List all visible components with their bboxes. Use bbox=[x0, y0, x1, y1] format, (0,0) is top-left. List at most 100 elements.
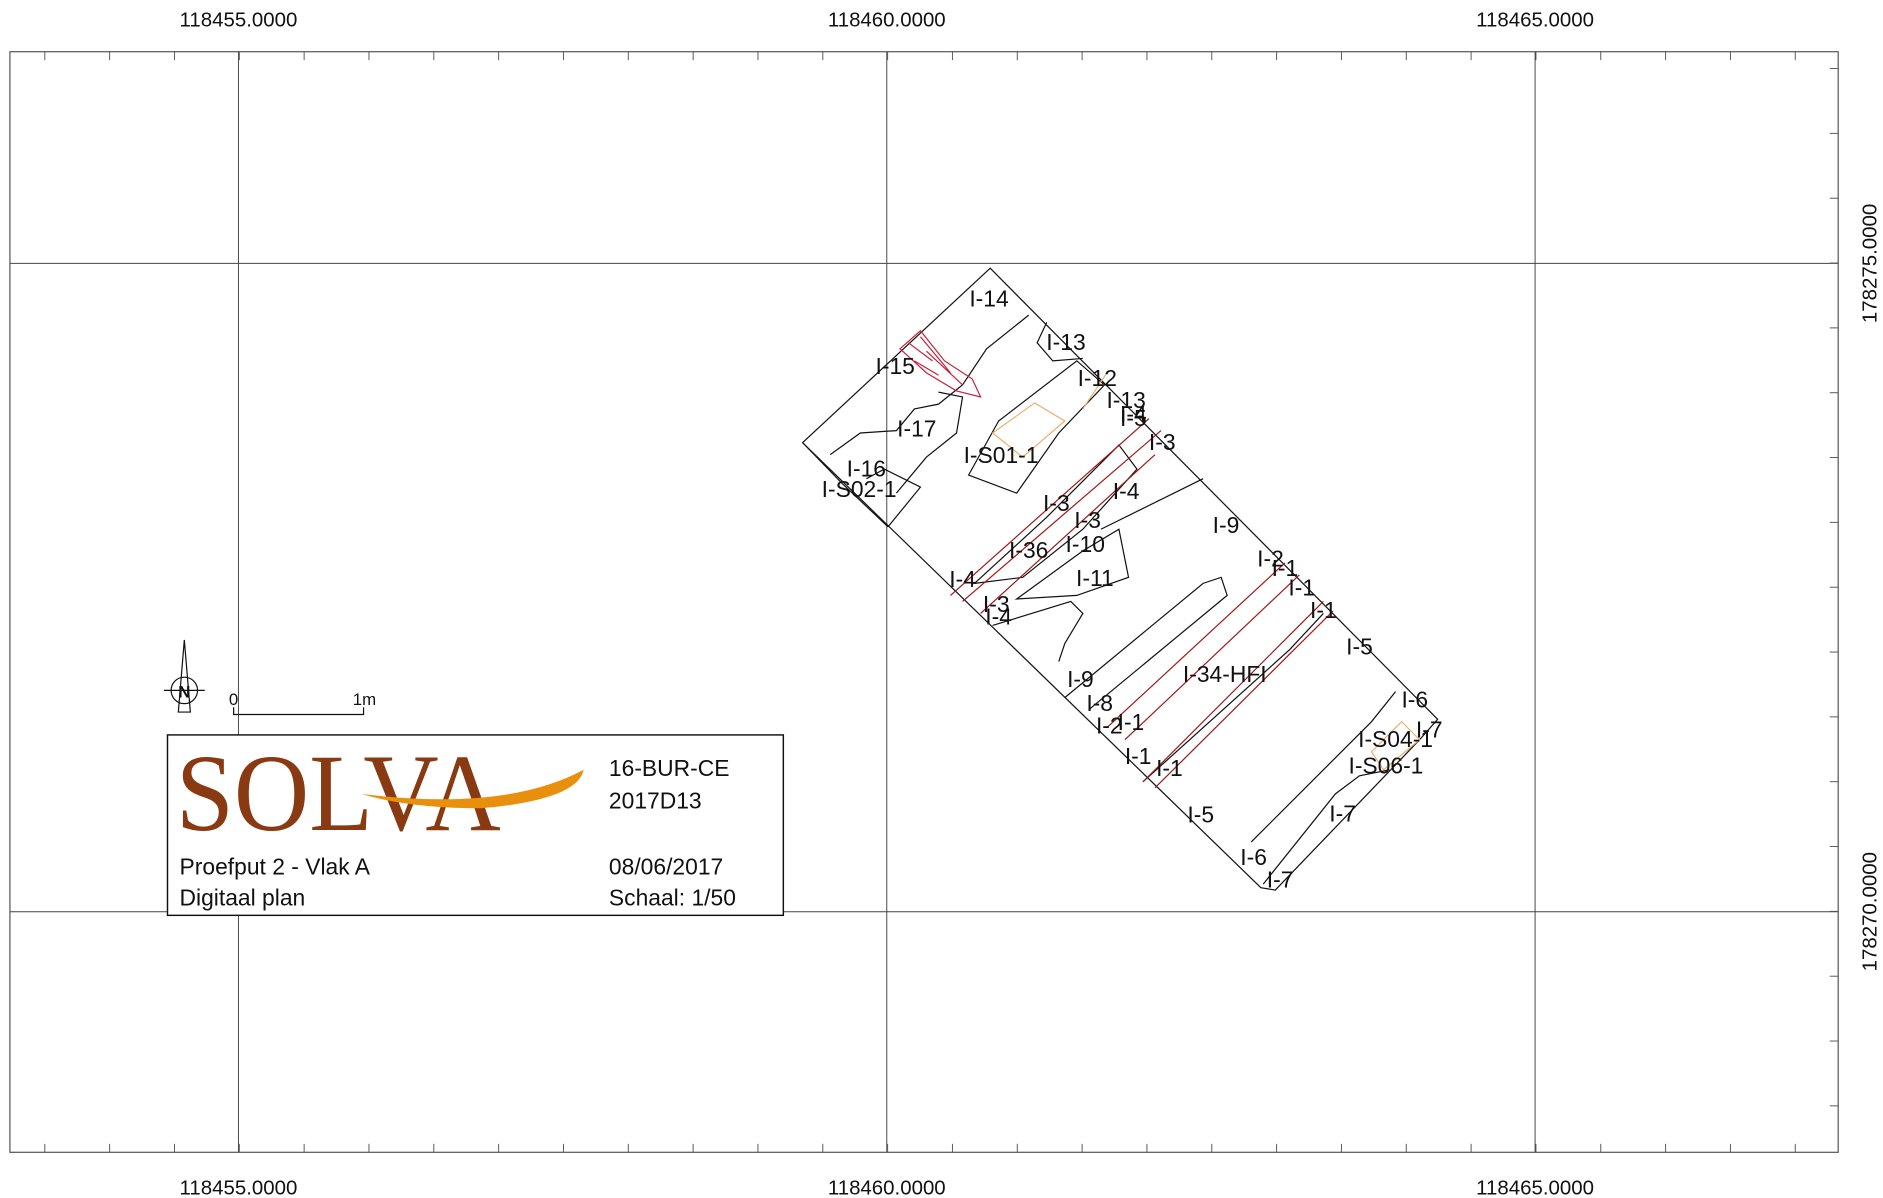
scale-bar: 0 1m bbox=[229, 690, 376, 716]
dossier-code: 2017D13 bbox=[609, 787, 702, 813]
north-label: N bbox=[178, 683, 190, 702]
feature-label: I-S02-1 bbox=[822, 476, 897, 502]
plan-subtitle: Digitaal plan bbox=[180, 885, 306, 911]
map-frame bbox=[9, 51, 1839, 1153]
feature-label: I-7 bbox=[1267, 867, 1294, 893]
plan-title: Proefput 2 - Vlak A bbox=[180, 853, 371, 879]
feature-outline bbox=[1142, 613, 1324, 783]
feature-outline bbox=[972, 444, 1138, 585]
x-coord-label: 118455.0000 bbox=[180, 8, 298, 31]
feature-label: I-16 bbox=[847, 455, 886, 481]
feature-label: I-1 bbox=[1272, 555, 1299, 581]
feature-outline bbox=[1036, 322, 1083, 362]
title-block-frame bbox=[166, 734, 785, 917]
scale-start: 0 bbox=[229, 690, 238, 709]
feature-outline bbox=[829, 314, 1030, 456]
feature-outline bbox=[1014, 528, 1130, 600]
feature-label: I-11 bbox=[1076, 565, 1114, 591]
north-arrow: N bbox=[163, 639, 205, 713]
feature-line bbox=[1082, 372, 1108, 410]
feature-line bbox=[950, 418, 1150, 596]
feature-outline bbox=[1064, 576, 1228, 711]
feature-line bbox=[1154, 610, 1334, 789]
feature-label: I-12 bbox=[1078, 365, 1117, 391]
x-coord-label: 118460.0000 bbox=[828, 1176, 946, 1198]
plan-scale: Schaal: 1/50 bbox=[609, 885, 736, 911]
x-coord-label: 118460.0000 bbox=[828, 8, 946, 31]
feature-outline bbox=[967, 360, 1106, 494]
logo-swoosh bbox=[361, 769, 584, 809]
hatching bbox=[908, 336, 963, 386]
feature-outline bbox=[866, 468, 922, 528]
x-coord-label: 118455.0000 bbox=[180, 1176, 298, 1198]
feature-label: I-36 bbox=[1009, 537, 1048, 563]
feature-outline bbox=[1250, 691, 1397, 843]
scale-bar-line bbox=[233, 707, 365, 716]
feature-label: I-5 bbox=[1346, 633, 1373, 659]
grid bbox=[9, 51, 1839, 1153]
y-coord-label: 178275.0000 bbox=[1859, 204, 1882, 323]
feature-outline bbox=[991, 402, 1066, 458]
ticks bbox=[44, 51, 1839, 1153]
orange-features bbox=[991, 372, 1421, 771]
feature-outline bbox=[992, 600, 1084, 662]
y-coord-label: 178270.0000 bbox=[1859, 852, 1882, 971]
feature-line bbox=[1124, 574, 1300, 741]
plan-date: 08/06/2017 bbox=[609, 853, 723, 879]
feature-label: I-34-HFI bbox=[1183, 661, 1267, 687]
feature-label: I-1 bbox=[1118, 709, 1145, 735]
feature-label: I-2 bbox=[1096, 713, 1123, 739]
feature-label: I-1 bbox=[1310, 597, 1337, 623]
feature-label: I-10 bbox=[1066, 531, 1105, 557]
feature-label: I-S04-1 bbox=[1358, 726, 1433, 752]
feature-label: I-5 bbox=[1120, 405, 1147, 431]
feature-label: I-4 bbox=[1120, 401, 1147, 427]
feature-label: I-8 bbox=[1086, 690, 1113, 716]
red-features bbox=[950, 418, 1334, 789]
feature-label: I-7 bbox=[1329, 801, 1356, 827]
feature-label: I-3 bbox=[983, 591, 1010, 617]
feature-label: I-4 bbox=[949, 566, 976, 592]
north-arrow-shape bbox=[177, 639, 191, 713]
feature-outline bbox=[1262, 769, 1390, 885]
logo: SOLVA bbox=[176, 731, 501, 854]
feature-label: I-9 bbox=[1213, 512, 1240, 538]
feature-outline bbox=[802, 442, 889, 528]
feature-label: I-1 bbox=[1125, 743, 1152, 769]
feature-outline bbox=[1370, 720, 1421, 771]
feature-label: I-13 bbox=[1046, 329, 1085, 355]
feature-line bbox=[962, 430, 1162, 602]
feature-line bbox=[980, 454, 1156, 614]
feature-label: I-3 bbox=[1074, 507, 1101, 533]
feature-line bbox=[1142, 600, 1324, 783]
feature-label: I-3 bbox=[1043, 490, 1070, 516]
feature-label: I-17 bbox=[897, 416, 936, 442]
feature-label: I-3 bbox=[1149, 429, 1176, 455]
x-coord-label: 118465.0000 bbox=[1476, 8, 1594, 31]
feature-label: I-15 bbox=[876, 353, 915, 379]
hatched-feature bbox=[899, 329, 982, 398]
title-block: SOLVA 16-BUR-CE 2017D13 Proefput 2 - Vla… bbox=[166, 731, 785, 917]
feature-label: I-4 bbox=[1113, 478, 1140, 504]
feature-outline bbox=[899, 329, 982, 398]
feature-label: I-1 bbox=[1156, 755, 1183, 781]
feature-labels: I-14I-13I-15 I-12I-13I-5I-4I-17I-S01-1I-3… bbox=[822, 286, 1443, 893]
x-coord-label: 118465.0000 bbox=[1476, 1176, 1594, 1198]
feature-label: I-7 bbox=[1416, 716, 1443, 742]
project-code: 16-BUR-CE bbox=[609, 755, 730, 781]
feature-label: I-6 bbox=[1401, 686, 1428, 712]
feature-label: I-S06-1 bbox=[1348, 752, 1423, 778]
scale-end: 1m bbox=[353, 690, 376, 709]
feature-label: I-S01-1 bbox=[964, 442, 1039, 468]
feature-label: I-2 bbox=[1257, 546, 1284, 572]
feature-outline bbox=[895, 391, 964, 494]
feature-line bbox=[1106, 562, 1286, 729]
feature-label: I-5 bbox=[1187, 802, 1214, 828]
feature-label: I-6 bbox=[1240, 844, 1267, 870]
feature-outline bbox=[1100, 478, 1204, 530]
feature-label: I-9 bbox=[1067, 666, 1094, 692]
feature-label: I-13 bbox=[1106, 387, 1145, 413]
feature-label: I-1 bbox=[1288, 574, 1315, 600]
feature-label: I-4 bbox=[985, 603, 1012, 629]
